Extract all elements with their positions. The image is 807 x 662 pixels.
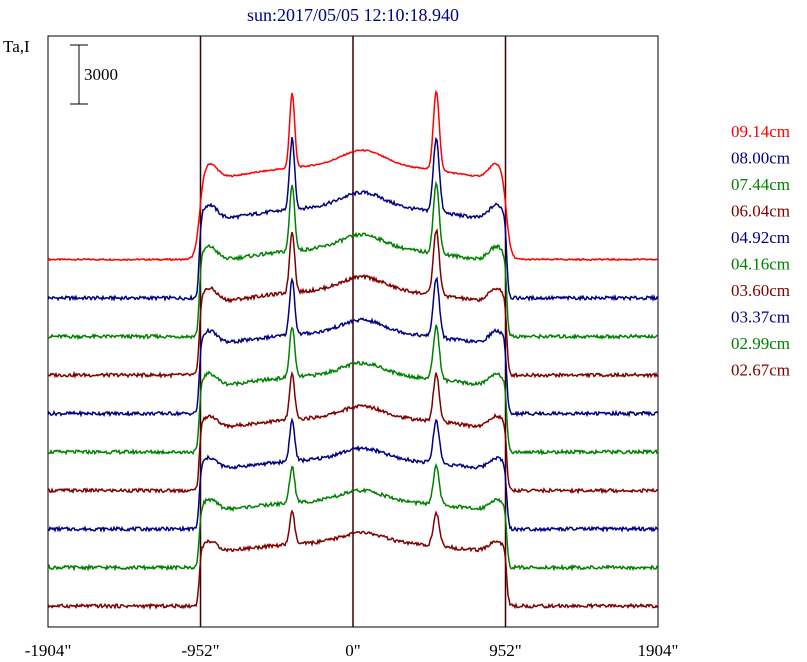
legend-entry-0: 09.14cm — [731, 122, 790, 141]
series-line-09.14cm — [47, 89, 659, 262]
series-line-02.99cm — [47, 462, 659, 572]
legend-entry-7: 03.37cm — [731, 308, 790, 327]
legend-entry-3: 06.04cm — [731, 202, 790, 221]
chart-title: sun:2017/05/05 12:10:18.940 — [247, 5, 459, 25]
series-line-06.04cm — [47, 228, 658, 379]
x-tick-label-1: -952" — [181, 641, 219, 660]
legend-entry-6: 03.60cm — [731, 281, 790, 300]
y-axis-label: Ta,I — [3, 37, 30, 56]
legend-entry-9: 02.67cm — [731, 361, 790, 380]
series-line-07.44cm — [47, 180, 659, 341]
series-line-03.37cm — [47, 417, 659, 533]
legend-entry-5: 04.16cm — [731, 255, 790, 274]
series-line-03.60cm — [47, 370, 659, 495]
scale-bar: 3000 — [70, 44, 118, 105]
legend-entry-1: 08.00cm — [731, 149, 790, 168]
series-line-08.00cm — [47, 136, 659, 302]
x-tick-label-2: 0" — [345, 641, 360, 660]
x-tick-label-4: 1904" — [638, 641, 679, 660]
legend-entry-2: 07.44cm — [731, 175, 790, 194]
series-line-04.92cm — [47, 276, 659, 418]
series-line-04.16cm — [47, 324, 659, 456]
series-line-02.67cm — [47, 509, 659, 611]
scale-bar-label: 3000 — [84, 65, 118, 84]
x-tick-label-3: 952" — [489, 641, 521, 660]
legend-entry-4: 04.92cm — [731, 228, 790, 247]
legend-entry-8: 02.99cm — [731, 334, 790, 353]
x-tick-label-0: -1904" — [25, 641, 72, 660]
